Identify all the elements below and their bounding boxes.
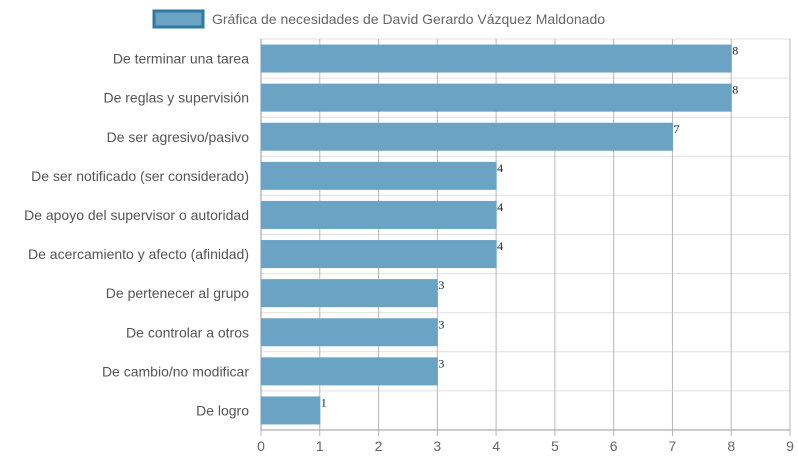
data-label: 3 xyxy=(438,278,444,292)
bars-layer xyxy=(260,44,732,425)
x-tick-label: 6 xyxy=(610,438,618,454)
bar[interactable] xyxy=(260,200,497,229)
category-label: De logro xyxy=(196,402,249,418)
bar[interactable] xyxy=(260,44,732,73)
category-label: De reglas y supervisión xyxy=(103,90,249,106)
bar[interactable] xyxy=(260,240,497,269)
category-label: De cambio/no modificar xyxy=(102,363,249,379)
data-label: 1 xyxy=(321,395,327,409)
data-label: 7 xyxy=(673,122,679,136)
x-tick-label: 1 xyxy=(316,438,324,454)
category-label: De ser notificado (ser considerado) xyxy=(31,168,249,184)
x-tick-label: 9 xyxy=(786,438,794,454)
data-label: 4 xyxy=(497,161,503,175)
legend-swatch[interactable] xyxy=(152,9,205,29)
x-tick-label: 5 xyxy=(551,438,559,454)
bar[interactable] xyxy=(260,122,673,151)
x-tick-label: 8 xyxy=(727,438,735,454)
x-tick-label: 7 xyxy=(669,438,677,454)
bar[interactable] xyxy=(260,357,438,386)
data-label: 8 xyxy=(732,83,738,97)
data-label: 8 xyxy=(732,44,738,58)
x-tick-label: 2 xyxy=(375,438,383,454)
bar[interactable] xyxy=(260,83,732,112)
legend[interactable]: Gráfica de necesidades de David Gerardo … xyxy=(152,9,605,29)
bar[interactable] xyxy=(260,396,321,425)
data-label: 3 xyxy=(438,317,444,331)
x-tick-label: 3 xyxy=(433,438,441,454)
bar[interactable] xyxy=(260,279,438,308)
data-label: 3 xyxy=(438,356,444,370)
bar[interactable] xyxy=(260,161,497,190)
x-tick-label: 4 xyxy=(492,438,500,454)
x-tick-label: 0 xyxy=(257,438,265,454)
category-label: De apoyo del supervisor o autoridad xyxy=(24,207,249,223)
category-label: De controlar a otros xyxy=(126,324,249,340)
category-label: De terminar una tarea xyxy=(113,51,249,67)
labels-layer: 0 1 2 3 4 5 6 7 8 9 De terminar una tarea 8 De regla… xyxy=(24,44,794,454)
bar[interactable] xyxy=(260,318,438,347)
category-label: De pertenecer al grupo xyxy=(106,285,249,301)
data-label: 4 xyxy=(497,239,503,253)
legend-label[interactable]: Gráfica de necesidades de David Gerardo … xyxy=(212,11,605,27)
data-label: 4 xyxy=(497,200,503,214)
category-label: De acercamiento y afecto (afinidad) xyxy=(28,246,249,262)
category-label: De ser agresivo/pasivo xyxy=(107,129,250,145)
